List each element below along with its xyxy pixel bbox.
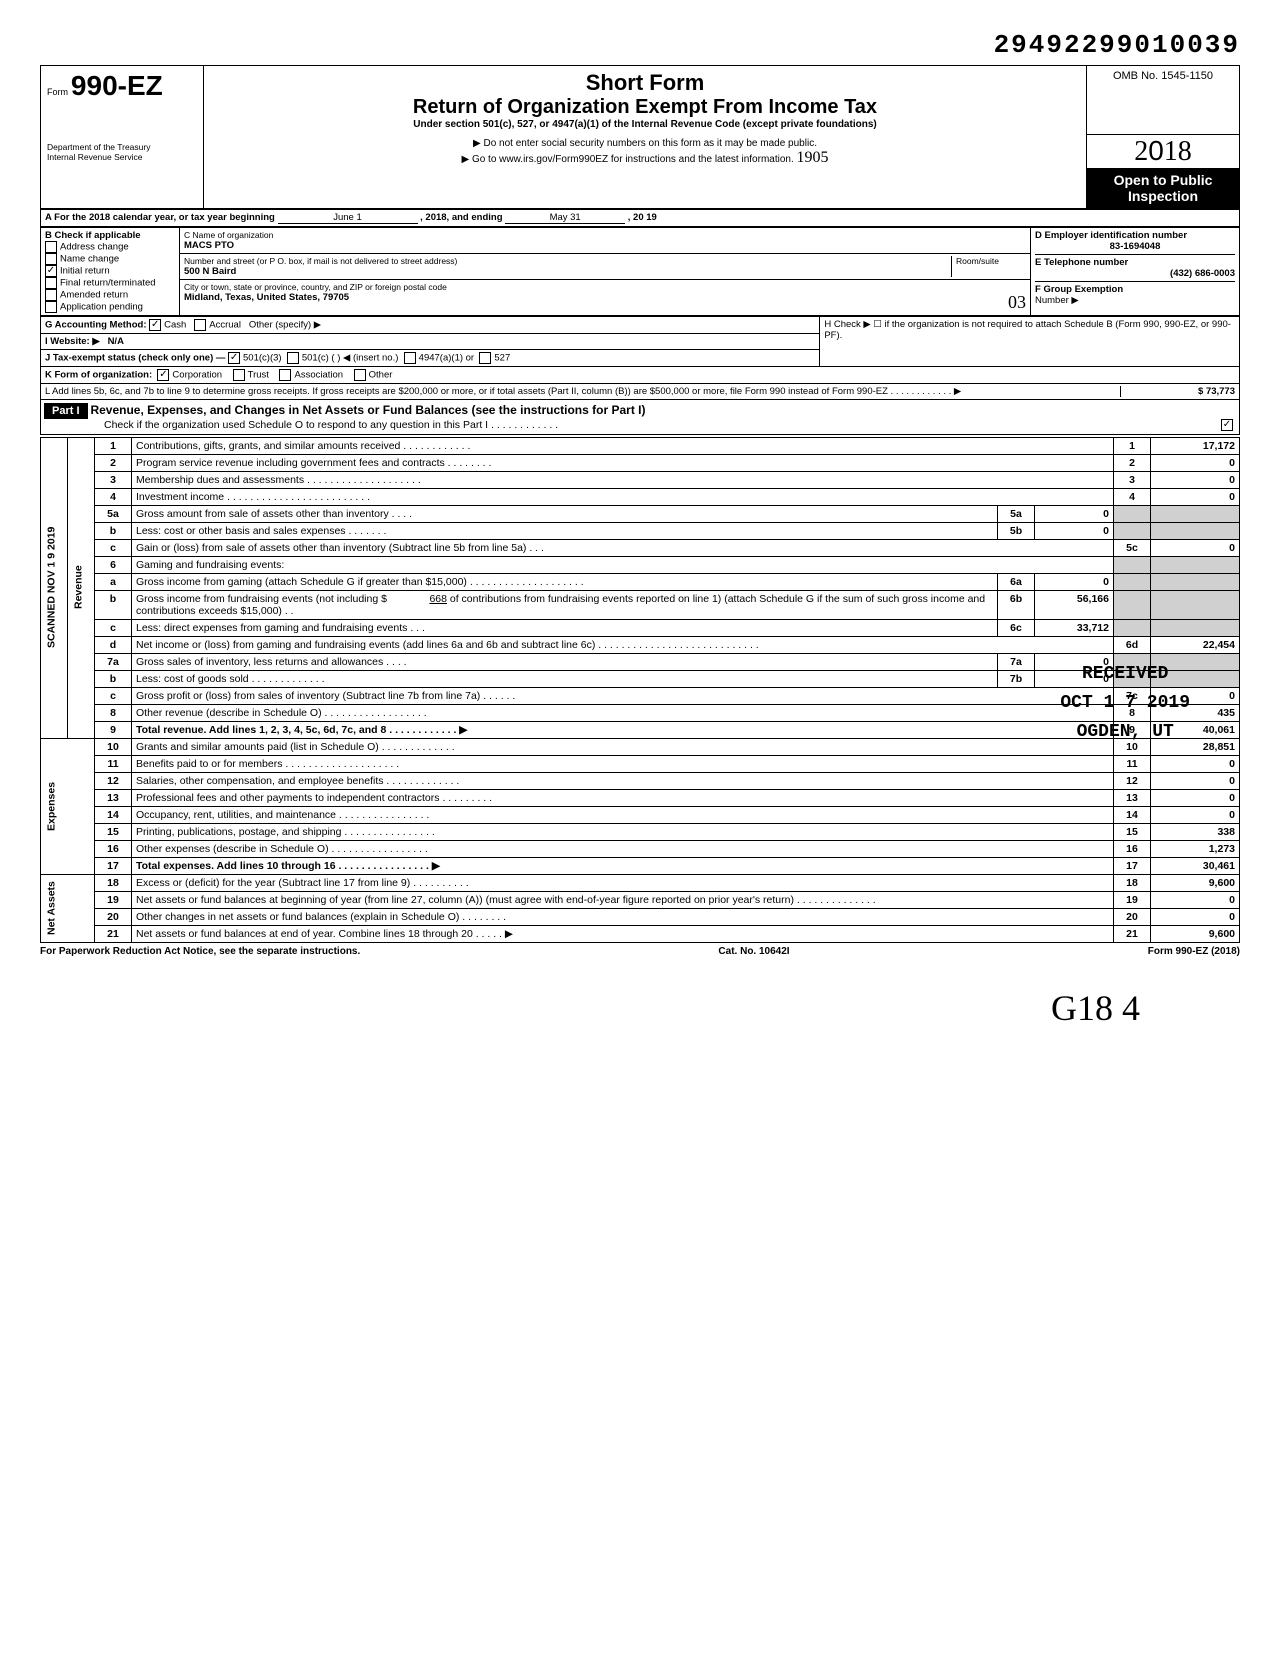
section-f-label: F Group Exemption [1035,284,1123,295]
line-j-label: J Tax-exempt status (check only one) — [45,352,225,363]
hand-03: 03 [1008,292,1026,313]
form-number: 990-EZ [71,70,163,101]
line-a-prefix: A For the 2018 calendar year, or tax yea… [45,212,275,223]
tax-year: 18 [1164,136,1192,167]
open-public-1: Open to Public [1091,172,1235,188]
city-state-zip: Midland, Texas, United States, 79705 [184,292,349,313]
cb-accrual[interactable] [194,319,206,331]
line-h: H Check ▶ ☐ if the organization is not r… [820,316,1240,366]
cb-initial[interactable] [45,265,57,277]
cb-501c[interactable] [287,352,299,364]
goto-url: ▶ Go to www.irs.gov/Form990EZ for instru… [461,154,793,165]
cb-name[interactable] [45,253,57,265]
footer-left: For Paperwork Reduction Act Notice, see … [40,946,360,957]
line-i-label: I Website: ▶ [45,336,100,347]
section-e-label: E Telephone number [1035,257,1128,268]
part1-check: Check if the organization used Schedule … [104,419,1221,431]
section-c-label: C Name of organization [184,230,1026,240]
open-public-2: Inspection [1091,188,1235,204]
form-prefix: Form [47,87,68,97]
cb-cash[interactable] [149,319,161,331]
tax-year-end: May 31 [505,212,625,224]
netassets-label: Net Assets [41,874,95,942]
under-section: Under section 501(c), 527, or 4947(a)(1)… [210,119,1080,130]
form-wrapper: 29492299010039 Form 990-EZ Department of… [40,30,1240,1029]
street-address: 500 N Baird [184,266,236,277]
hand-1905: 1905 [797,149,829,166]
cb-trust[interactable] [233,369,245,381]
part1-title: Revenue, Expenses, and Changes in Net As… [90,403,645,417]
dept-irs: Internal Revenue Service [47,152,197,162]
footer-mid: Cat. No. 10642I [718,946,789,957]
omb-number: OMB No. 1545-1150 [1093,70,1233,82]
main-lines-table: SCANNED NOV 1 9 2019 Revenue 1 Contribut… [40,437,1240,943]
header-table: Form 990-EZ Department of the Treasury I… [40,65,1240,209]
short-form-title: Short Form [210,70,1080,96]
section-b-label: B Check if applicable [45,230,141,241]
cb-527[interactable] [479,352,491,364]
line-a-table: A For the 2018 calendar year, or tax yea… [40,209,1240,227]
line-6b-desc: Gross income from fundraising events (no… [132,590,998,619]
line-g-label: G Accounting Method: [45,319,147,330]
expenses-label: Expenses [41,738,95,874]
cb-501c3[interactable] [228,352,240,364]
cb-amended[interactable] [45,289,57,301]
phone: (432) 686-0003 [1035,268,1235,279]
dept-treasury: Department of the Treasury [47,142,197,152]
line-k-label: K Form of organization: [45,369,152,380]
section-f-sub: Number ▶ [1035,295,1079,306]
lines-ghijk: G Accounting Method: Cash Accrual Other … [40,316,1240,400]
cb-4947[interactable] [404,352,416,364]
cb-final[interactable] [45,277,57,289]
cb-other[interactable] [354,369,366,381]
line-l-amount: 73,773 [1206,386,1235,397]
addr-label: Number and street (or P O. box, if mail … [184,256,951,266]
cb-schedule-o[interactable] [1221,419,1233,431]
part1-label: Part I [44,403,88,419]
line-a-year: , 20 19 [628,212,657,223]
cb-corp[interactable] [157,369,169,381]
line-l-text: L Add lines 5b, 6c, and 7b to line 9 to … [45,386,1120,397]
tax-year-begin: June 1 [278,212,418,224]
revenue-label: Revenue [68,437,95,738]
cb-pending[interactable] [45,301,57,313]
city-label: City or town, state or province, country… [184,282,1026,292]
ein: 83-1694048 [1035,241,1235,252]
bottom-handwriting: G18 4 [40,987,1240,1029]
room-label: Room/suite [951,256,1026,277]
org-name: MACS PTO [184,240,234,251]
footer-right: Form 990-EZ (2018) [1148,946,1240,957]
cb-address[interactable] [45,241,57,253]
website: N/A [108,336,124,347]
return-title: Return of Organization Exempt From Incom… [210,96,1080,119]
document-number: 29492299010039 [40,30,1240,60]
section-d-label: D Employer identification number [1035,230,1187,241]
footer: For Paperwork Reduction Act Notice, see … [40,946,1240,957]
info-block: B Check if applicable Address change Nam… [40,227,1240,316]
ssn-warning: ▶ Do not enter social security numbers o… [210,138,1080,149]
line-a-mid: , 2018, and ending [420,212,502,223]
scanned-stamp-vertical: SCANNED NOV 1 9 2019 [41,437,68,738]
cb-assoc[interactable] [279,369,291,381]
